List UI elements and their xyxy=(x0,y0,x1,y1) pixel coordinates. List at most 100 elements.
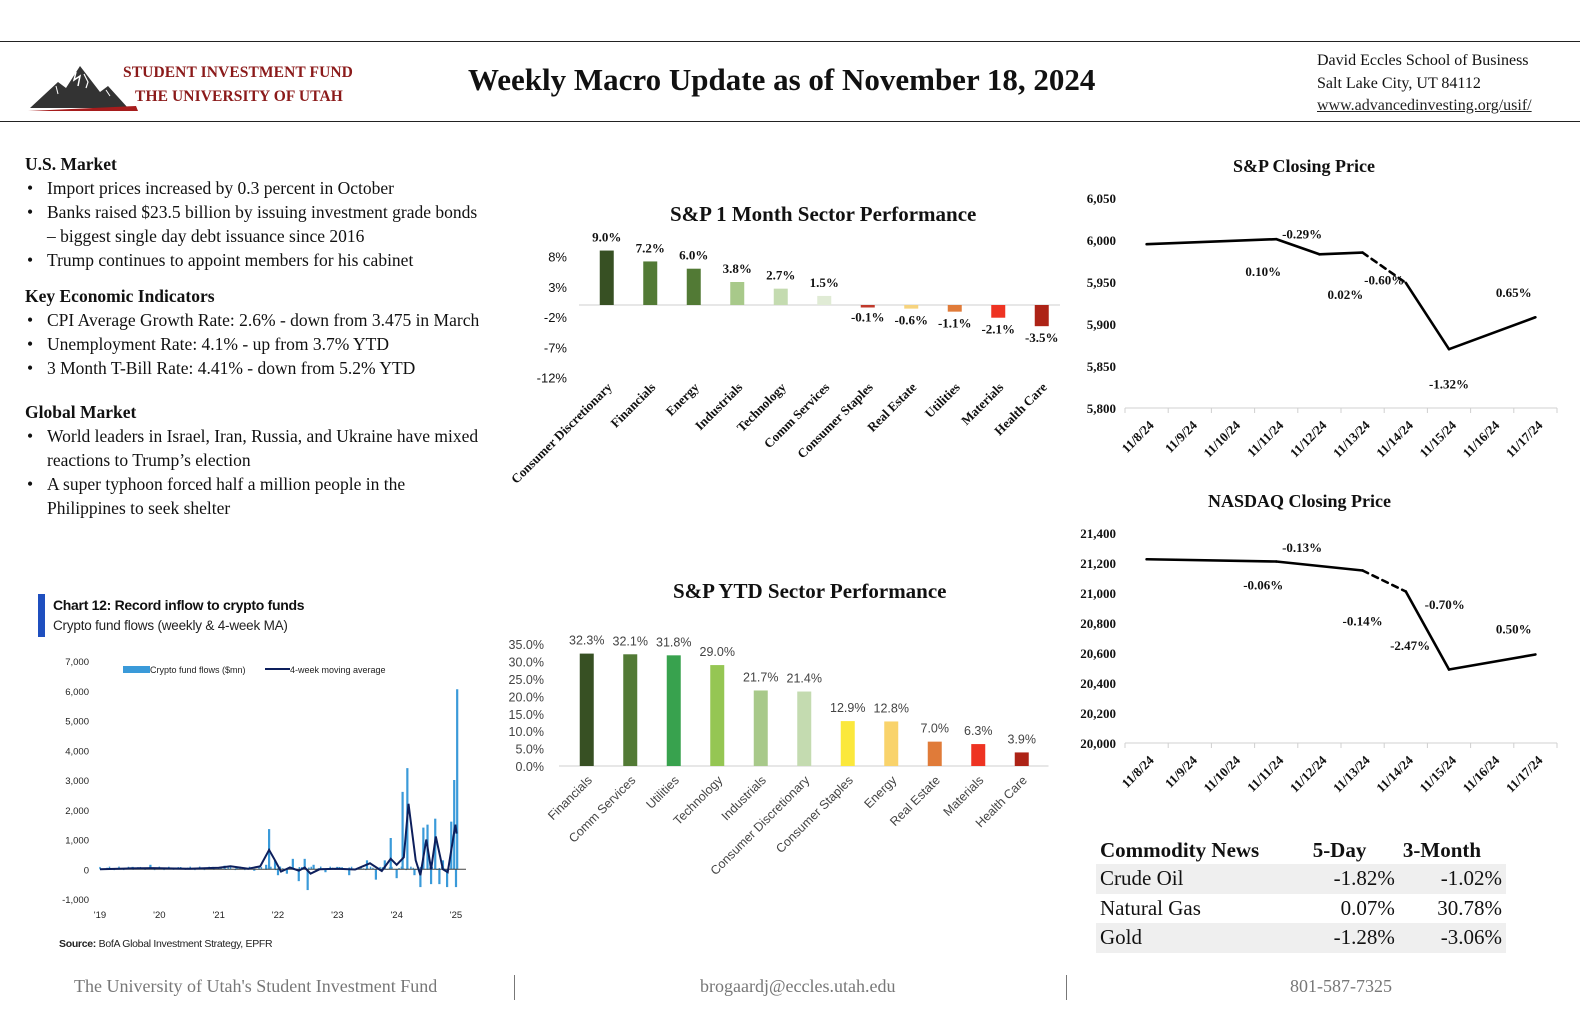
data-label: 21.4% xyxy=(787,672,822,686)
x-tick-label: Financials xyxy=(607,380,658,431)
x-tick-label: '22 xyxy=(272,910,284,921)
x-tick-label: Consumer Staples xyxy=(794,380,876,462)
line-segment xyxy=(1145,557,1278,563)
five-day-value: -1.28% xyxy=(1308,923,1399,953)
x-tick-label: Energy xyxy=(663,379,703,419)
change-annotation: -1.32% xyxy=(1429,377,1469,392)
sp-ytd-title: S&P YTD Sector Performance xyxy=(673,579,947,603)
table-row: Natural Gas 0.07% 30.78% xyxy=(1096,894,1506,924)
change-annotation: -0.70% xyxy=(1425,597,1465,612)
x-tick-label: 11/16/24 xyxy=(1460,752,1503,795)
data-label: -1.1% xyxy=(938,316,972,331)
line-segment xyxy=(1318,251,1364,256)
x-tick-label: 11/14/24 xyxy=(1373,752,1416,795)
data-label: 6.3% xyxy=(964,724,993,738)
table-row: Crude Oil -1.82% -1.02% xyxy=(1096,864,1506,894)
y-tick-label: 20,600 xyxy=(1080,646,1116,661)
y-tick-label: 30.0% xyxy=(509,656,544,670)
commodity-table: Commodity News 5-Day 3-Month Crude Oil -… xyxy=(1096,836,1506,953)
change-annotation: 0.02% xyxy=(1327,287,1363,302)
line-segment xyxy=(1404,281,1451,351)
crypto-source: Source: BofA Global Investment Strategy,… xyxy=(59,938,273,950)
line-segment xyxy=(1404,590,1451,671)
commodity-header: Commodity News xyxy=(1100,837,1260,862)
header-top-rule xyxy=(0,41,1580,42)
data-label: 29.0% xyxy=(700,645,735,659)
crypto-chart-subtitle: Crypto fund flows (weekly & 4-week MA) xyxy=(53,618,288,633)
bar xyxy=(1014,752,1029,766)
change-annotation: -2.47% xyxy=(1390,638,1430,653)
sp-close-title: S&P Closing Price xyxy=(1233,156,1375,176)
change-annotation: 0.50% xyxy=(1496,622,1532,637)
y-tick-label: 20,400 xyxy=(1080,676,1116,691)
bar xyxy=(797,691,812,766)
legend-label: 4-week moving average xyxy=(290,665,386,675)
bar xyxy=(623,654,638,766)
crypto-chart-title: Chart 12: Record inflow to crypto funds xyxy=(53,597,305,613)
x-tick-label: Utilities xyxy=(922,380,963,421)
us-market-section: U.S. Market Import prices increased by 0… xyxy=(25,152,485,272)
x-tick-label: 11/17/24 xyxy=(1503,752,1546,795)
y-tick-label: -12% xyxy=(537,371,568,386)
y-tick-label: 7,000 xyxy=(65,657,89,668)
footer-phone: 801-587-7325 xyxy=(1290,976,1392,996)
y-tick-label: 5,000 xyxy=(65,717,89,728)
three-month-header: 3-Month xyxy=(1402,837,1482,862)
news-item: World leaders in Israel, Iran, Russia, a… xyxy=(25,424,485,472)
x-tick-label: Consumer Discretionary xyxy=(508,379,615,486)
x-tick-label: 11/16/24 xyxy=(1460,417,1503,460)
nasdaq-close-title: NASDAQ Closing Price xyxy=(1208,491,1391,511)
x-tick-label: 11/15/24 xyxy=(1416,752,1459,795)
news-item: Import prices increased by 0.3 percent i… xyxy=(25,176,485,200)
footer-email[interactable]: brogaardj@eccles.utah.edu xyxy=(700,976,896,996)
data-label: 12.8% xyxy=(874,701,909,715)
y-tick-label: 21,400 xyxy=(1080,526,1116,541)
bar xyxy=(710,665,725,766)
bar xyxy=(599,250,614,305)
y-tick-label: 8% xyxy=(548,250,567,265)
commodity-name: Crude Oil xyxy=(1096,864,1309,894)
data-label: 32.3% xyxy=(569,634,604,648)
x-tick-label: 11/11/24 xyxy=(1244,752,1287,795)
x-tick-label: Energy xyxy=(861,773,899,811)
global-market-heading: Global Market xyxy=(25,402,137,422)
mountain-logo-icon xyxy=(28,66,138,111)
x-tick-label: 11/10/24 xyxy=(1200,417,1243,460)
address-line-1: David Eccles School of Business xyxy=(1317,52,1529,69)
data-label: 7.2% xyxy=(636,240,665,255)
y-tick-label: 5,800 xyxy=(1087,401,1116,416)
bar xyxy=(730,282,745,305)
page-title: Weekly Macro Update as of November 18, 2… xyxy=(468,62,1096,97)
x-tick-label: 11/13/24 xyxy=(1330,752,1373,795)
indicators-heading: Key Economic Indicators xyxy=(25,286,215,306)
crypto-chart-plot: 7,000 6,000 5,000 4,000 3,000 2,000 1,000 0 -1,0… xyxy=(62,657,466,921)
footer: The University of Utah's Student Investm… xyxy=(0,975,1580,1001)
line-segment xyxy=(1447,315,1537,351)
us-market-heading: U.S. Market xyxy=(25,154,117,174)
sp-1m-chart: 8% 3% -2% -7% -12% 9.0% Consumer Discretionary… xyxy=(508,230,1060,487)
commodity-name: Gold xyxy=(1096,923,1309,953)
x-tick-label: 11/14/24 xyxy=(1373,417,1416,460)
bar xyxy=(773,288,788,305)
y-tick-label: 5,900 xyxy=(1087,317,1116,332)
y-tick-label: 6,000 xyxy=(1087,233,1116,248)
y-tick-label: 20,000 xyxy=(1080,736,1116,751)
website-link[interactable]: www.advancedinvesting.org/usif/ xyxy=(1317,97,1532,114)
x-tick-label: '24 xyxy=(390,910,402,921)
x-tick-label: 11/15/24 xyxy=(1416,417,1459,460)
logo-line-1: STUDENT INVESTMENT FUND xyxy=(123,64,353,81)
data-label: 21.7% xyxy=(743,670,778,684)
data-label: -0.1% xyxy=(851,310,885,325)
bar xyxy=(666,655,681,766)
data-label: 3.8% xyxy=(723,261,752,276)
address-block: David Eccles School of Business Salt Lak… xyxy=(1317,50,1532,118)
global-market-section: Global Market World leaders in Israel, I… xyxy=(25,400,485,520)
bar xyxy=(1034,305,1049,327)
y-tick-label: 2,000 xyxy=(65,806,89,817)
y-tick-label: 0.0% xyxy=(516,760,545,774)
y-tick-label: -7% xyxy=(544,340,568,355)
logo: STUDENT INVESTMENT FUND THE UNIVERSITY O… xyxy=(28,62,388,114)
y-tick-label: 20.0% xyxy=(509,690,544,704)
x-tick-label: '23 xyxy=(331,910,343,921)
news-item: Banks raised $23.5 billion by issuing in… xyxy=(25,200,485,248)
